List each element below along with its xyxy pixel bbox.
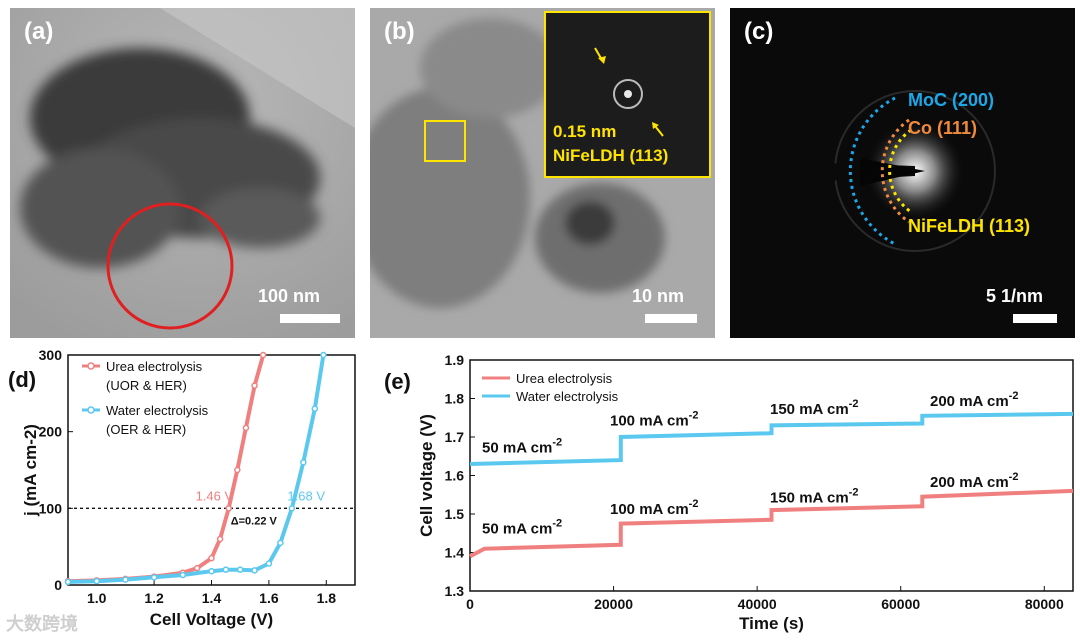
inset-phase-label: NiFeLDH (113)	[553, 146, 669, 165]
panel-d-polarization-chart: (d) 1.0 1.2 1.4 1.6 1.8 0 100 200 300 Cell Voltag…	[8, 347, 356, 629]
panel-e-stability-chart: (e) 0 20000 40000 60000 80000 1.3 1.4 1.5 1.6 1.7…	[384, 352, 1074, 633]
legend-label-e: Urea electrolysis	[516, 371, 613, 386]
current-density-label: 50 mA cm-2	[482, 517, 562, 537]
legend-sub-d: (OER & HER)	[106, 422, 186, 437]
legend-label-e: Water electrolysis	[516, 389, 619, 404]
ring-label-moc: MoC (200)	[908, 90, 995, 110]
ring-moc	[848, 96, 896, 246]
y-tick-label-e: 1.9	[445, 352, 465, 368]
data-point-d	[311, 405, 319, 412]
data-point-d	[259, 351, 267, 359]
highlight-circle	[106, 202, 234, 330]
scale-label-a: 100 nm	[258, 286, 321, 306]
x-tick-label-e: 0	[466, 596, 474, 612]
ring-label-nifeldh: NiFeLDH (113)	[908, 216, 1031, 236]
x-tick-label-d: 1.4	[202, 590, 222, 606]
data-point-d	[277, 539, 284, 547]
x-tick-label-d: 1.0	[87, 590, 107, 606]
panel-c-saed-pattern: (c) MoC (200) Co (111) NiFeLDH (113) 5 1…	[730, 8, 1075, 338]
x-tick-label-e: 80000	[1025, 596, 1064, 612]
ring-co	[880, 118, 910, 224]
x-tick-label-d: 1.6	[259, 590, 279, 606]
current-density-label: 100 mA cm-2	[610, 498, 698, 518]
panel-letter-e: (e)	[384, 369, 411, 394]
y-tick-label-e: 1.3	[445, 583, 465, 599]
current-density-label: 50 mA cm-2	[482, 436, 562, 456]
y-tick-label-d: 0	[54, 577, 62, 593]
x-tick-label-e: 60000	[881, 596, 920, 612]
panel-letter-a: (a)	[24, 18, 54, 45]
scale-bar-c	[1013, 314, 1057, 323]
data-point-d	[179, 571, 187, 579]
data-point-d	[300, 459, 307, 466]
tem-micrograph-a	[10, 8, 355, 338]
data-point-d	[93, 577, 100, 585]
data-point-d	[320, 351, 327, 359]
data-point-d	[208, 567, 215, 575]
panel-letter-d: (d)	[8, 367, 36, 392]
current-density-label: 150 mA cm-2	[770, 398, 858, 418]
y-tick-label-d: 300	[39, 347, 63, 363]
x-axis-label-e: Time (s)	[739, 614, 804, 633]
y-axis-label-e: Cell voltage (V)	[417, 414, 436, 537]
watermark-logo: 大数跨境	[6, 614, 78, 634]
current-density-label: 100 mA cm-2	[610, 409, 698, 429]
scale-bar-b	[645, 314, 697, 323]
data-point-d	[288, 505, 296, 512]
data-point-d	[122, 576, 129, 583]
data-point-d	[64, 578, 72, 586]
panel-letter-b: (b)	[384, 18, 415, 45]
legend-label-d: Water electrolysis	[106, 403, 209, 418]
current-density-label: 200 mA cm-2	[930, 471, 1018, 491]
selected-region-box	[424, 120, 466, 162]
y-tick-label-d: 200	[39, 424, 63, 440]
annotation-delta: Δ=0.22 V	[231, 515, 278, 527]
x-tick-label-e: 20000	[594, 596, 633, 612]
panel-b-hrtem-image: (b) 0.15 nm NiFeLDH (113) 10 nm	[370, 8, 715, 338]
y-tick-label-e: 1.6	[445, 468, 465, 484]
scale-label-b: 10 nm	[632, 286, 685, 306]
annotation-urea-voltage: 1.46 V	[196, 488, 234, 503]
y-tick-label-e: 1.4	[445, 545, 465, 561]
legend-marker-d	[87, 406, 95, 414]
y-tick-label-e: 1.5	[445, 506, 465, 522]
legend-sub-d: (UOR & HER)	[106, 378, 187, 393]
y-tick-label-e: 1.7	[445, 429, 465, 445]
data-point-d	[193, 564, 201, 572]
series-line-e-1	[469, 411, 1074, 466]
legend-marker-d	[87, 362, 95, 370]
panel-a-tem-image: (a) 100 nm	[10, 8, 355, 338]
y-tick-label-e: 1.8	[445, 391, 465, 407]
x-tick-label-d: 1.2	[144, 590, 164, 606]
data-point-d	[222, 566, 230, 573]
series-line-e-0	[469, 488, 1074, 559]
annotation-water-voltage: 1.68 V	[287, 488, 325, 503]
x-tick-label-e: 40000	[738, 596, 777, 612]
panel-letter-c: (c)	[744, 18, 774, 45]
data-point-d	[150, 574, 158, 581]
inset-spacing-label: 0.15 nm	[553, 122, 617, 141]
data-point-d	[236, 566, 244, 573]
y-axis-label-d: j (mA cm-2)	[21, 424, 40, 517]
data-point-d	[234, 466, 241, 474]
x-tick-label-d: 1.8	[317, 590, 337, 606]
ring-label-co: Co (111)	[908, 118, 978, 138]
data-point-d	[225, 505, 232, 512]
legend-label-d: Urea electrolysis	[106, 359, 203, 374]
scale-bar-a	[280, 314, 340, 323]
current-density-label: 200 mA cm-2	[930, 390, 1018, 410]
y-tick-label-d: 100	[39, 500, 63, 516]
current-density-label: 150 mA cm-2	[770, 486, 858, 506]
saed-pattern-image	[730, 90, 996, 252]
data-point-d	[242, 424, 250, 432]
data-point-d	[251, 567, 258, 574]
x-axis-label-d: Cell Voltage (V)	[150, 610, 273, 629]
data-point-d	[265, 560, 273, 567]
tem-micrograph-b	[370, 8, 715, 338]
scale-label-c: 5 1/nm	[986, 286, 1044, 306]
data-point-d	[208, 554, 215, 562]
data-point-d	[251, 382, 258, 389]
data-point-d	[216, 535, 224, 543]
